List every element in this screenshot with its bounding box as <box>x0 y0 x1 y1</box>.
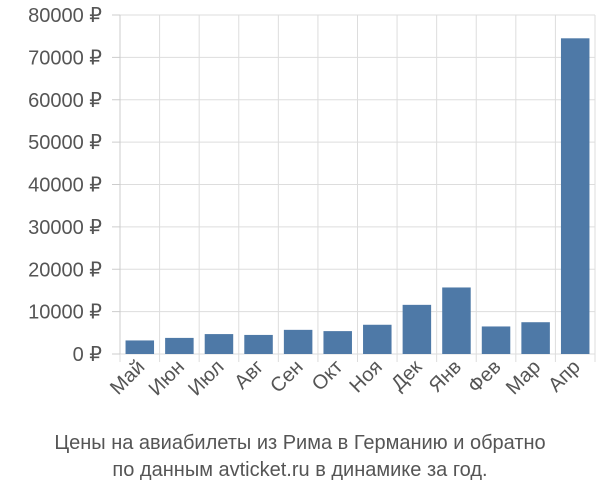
y-tick-label: 50000 ₽ <box>28 132 102 154</box>
y-tick-label: 70000 ₽ <box>28 47 102 69</box>
bar-2 <box>165 337 194 354</box>
bar-12 <box>560 38 590 355</box>
x-tick-label: Сен <box>266 356 307 397</box>
bar-7 <box>363 324 392 354</box>
chart-caption-line-2: по данным avticket.ru в динамике за год. <box>112 459 488 481</box>
bar-10 <box>481 326 511 354</box>
bar-1 <box>125 340 155 354</box>
bars <box>125 38 590 355</box>
y-tick-label: 10000 ₽ <box>28 302 102 324</box>
bar-3 <box>204 334 234 354</box>
x-tick-label: Янв <box>425 356 466 397</box>
x-tick-label: Авг <box>230 356 268 394</box>
x-tick-label: Окт <box>308 356 347 395</box>
y-tick-label: 40000 ₽ <box>28 175 102 197</box>
bar-6 <box>323 331 352 354</box>
x-tick-label: Фев <box>464 356 506 398</box>
y-tick-label: 80000 ₽ <box>28 5 102 27</box>
y-tick-label: 0 ₽ <box>73 344 103 366</box>
bar-5 <box>283 329 313 354</box>
grid-lines <box>119 14 596 362</box>
x-tick-label: Июл <box>184 356 228 400</box>
chart-caption-line-1: Цены на авиабилеты из Рима в Германию и … <box>54 432 546 454</box>
y-tick-label: 30000 ₽ <box>28 217 102 239</box>
bar-11 <box>521 322 550 354</box>
x-tick-label: Апр <box>544 356 585 397</box>
bar-9 <box>442 287 471 354</box>
y-tick-label: 60000 ₽ <box>28 90 102 112</box>
price-bar-chart: 0 ₽ 10000 ₽ 20000 ₽ 30000 ₽ 40000 ₽ 50000 ₽ 60… <box>28 5 596 400</box>
bar-4 <box>244 334 273 354</box>
y-axis: 0 ₽ 10000 ₽ 20000 ₽ 30000 ₽ 40000 ₽ 50000 ₽ 60… <box>28 5 121 366</box>
bar-8 <box>402 304 432 354</box>
y-tick-label: 20000 ₽ <box>28 259 102 281</box>
x-tick-label: Июн <box>145 356 189 400</box>
x-tick-label: Ноя <box>346 356 387 397</box>
x-tick-label: Май <box>106 356 149 399</box>
x-tick-label: Дек <box>387 356 426 395</box>
x-tick-label: Мар <box>502 356 545 399</box>
